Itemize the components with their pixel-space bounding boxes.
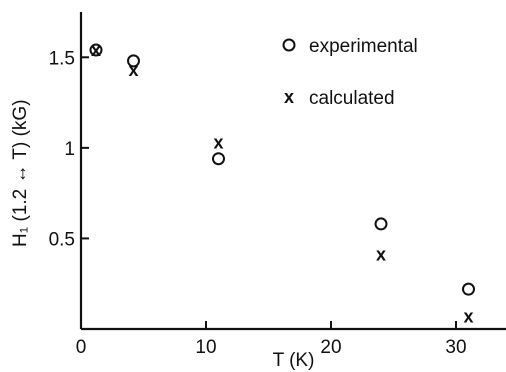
experimental-point [462, 282, 475, 296]
legend-marker-experimental [282, 38, 296, 52]
calculated-point: x [463, 306, 473, 326]
x-axis-label: T (K) [273, 350, 315, 371]
calculated-point: x [376, 245, 386, 265]
x-tick-label: 10 [195, 337, 216, 358]
legend-label-experimental: experimental [309, 36, 418, 57]
y-tick-label: 1.5 [49, 48, 75, 69]
y-tick-label: 1 [64, 139, 75, 160]
y-axis-label: H₁ (1.2 ↔ T) (kG) [10, 99, 31, 247]
experimental-point [374, 217, 388, 231]
x-tick-label: 0 [76, 337, 87, 358]
legend: experimental x calculated [282, 36, 418, 109]
calculated-point: x [213, 132, 223, 152]
calculated-point: x [91, 40, 101, 60]
y-tick-label: 0.5 [49, 229, 75, 250]
calculated-point: x [128, 60, 138, 80]
x-tick-label: 20 [320, 337, 341, 358]
axis-ticks: 0 10 20 30 0.5 1 1.5 [49, 48, 467, 358]
legend-label-calculated: calculated [309, 88, 395, 109]
experimental-point [212, 152, 225, 166]
x-tick-label: 30 [445, 337, 466, 358]
legend-marker-calculated: x [284, 87, 294, 107]
experimental-point [127, 54, 140, 68]
data-marks: x x x x x [89, 40, 475, 326]
experimental-point [89, 43, 103, 57]
